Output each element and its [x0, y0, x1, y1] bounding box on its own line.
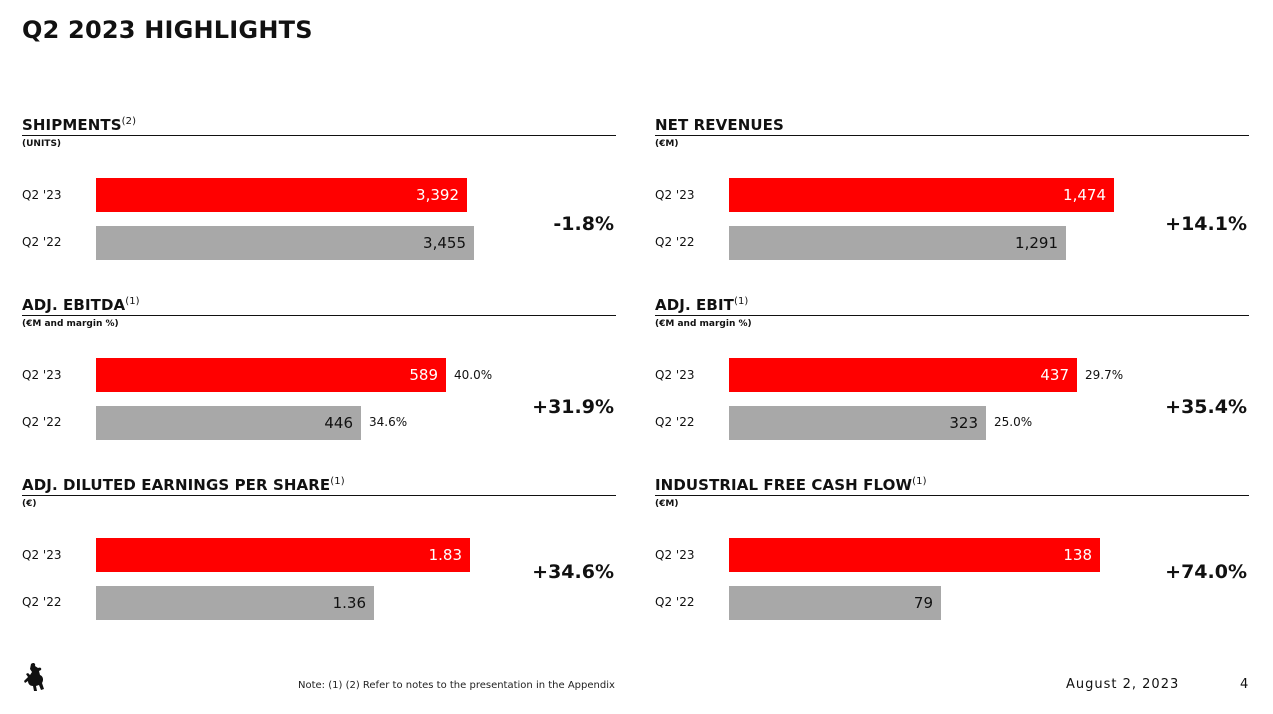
- chart-title-footnote-ref: (1): [733, 296, 749, 307]
- panel-industrial-fcf: INDUSTRIAL FREE CASH FLOW(1) (€M) Q2 '23 13…: [655, 476, 1249, 634]
- page-number: 4: [1240, 677, 1249, 692]
- page-title: Q2 2023 HIGHLIGHTS: [22, 16, 313, 44]
- chart-title-text: ADJ. EBIT: [655, 296, 734, 314]
- category-label: Q2 '22: [655, 235, 695, 249]
- chart-title-text: ADJ. DILUTED EARNINGS PER SHARE: [22, 476, 331, 494]
- panel-net-revenues: NET REVENUES (€M) Q2 '23 1,474 Q2 '22 1,291 +1…: [655, 116, 1249, 274]
- title-divider: [22, 315, 616, 316]
- chart-title-industrial-fcf: INDUSTRIAL FREE CASH FLOW(1): [655, 476, 1249, 494]
- bar-prior-period: 1.36: [96, 586, 374, 620]
- change-percent: +14.1%: [1165, 213, 1247, 235]
- data-label: 138: [1063, 546, 1092, 564]
- category-label: Q2 '22: [22, 595, 62, 609]
- chart-title-text: ADJ. EBITDA: [22, 296, 126, 314]
- change-percent: +35.4%: [1165, 396, 1247, 418]
- category-label: Q2 '23: [655, 368, 695, 382]
- bar-current-period: 589: [96, 358, 446, 392]
- prancing-horse-icon: [24, 662, 44, 691]
- panel-adj-diluted-eps: ADJ. DILUTED EARNINGS PER SHARE(1) (€) Q2 …: [22, 476, 616, 634]
- category-label: Q2 '23: [22, 368, 62, 382]
- category-label: Q2 '22: [22, 235, 62, 249]
- category-label: Q2 '23: [22, 548, 62, 562]
- change-percent: +34.6%: [532, 561, 614, 583]
- chart-unit-label: (€M): [655, 499, 679, 509]
- chart-unit-label: (€): [22, 499, 37, 509]
- chart-title-shipments: SHIPMENTS(2): [22, 116, 616, 134]
- title-divider: [22, 135, 616, 136]
- category-label: Q2 '23: [22, 188, 62, 202]
- change-percent: +74.0%: [1165, 561, 1247, 583]
- bar-current-period: 437: [729, 358, 1077, 392]
- margin-label: 40.0%: [454, 368, 493, 382]
- chart-title-net-revenues: NET REVENUES: [655, 116, 1249, 134]
- data-label: 1,291: [1015, 234, 1058, 252]
- panel-adj-ebitda: ADJ. EBITDA(1) (€M and margin %) Q2 '23 589…: [22, 296, 616, 454]
- chart-title-text: SHIPMENTS: [22, 116, 122, 134]
- chart-title-adj-diluted-eps: ADJ. DILUTED EARNINGS PER SHARE(1): [22, 476, 616, 494]
- category-label: Q2 '22: [655, 415, 695, 429]
- chart-title-footnote-ref: (2): [121, 116, 137, 127]
- data-label: 3,455: [423, 234, 466, 252]
- bar-prior-period: 3,455: [96, 226, 474, 260]
- bar-current-period: 1.83: [96, 538, 470, 572]
- change-percent: -1.8%: [553, 213, 614, 235]
- chart-title-text: NET REVENUES: [655, 116, 784, 134]
- data-label: 323: [949, 414, 978, 432]
- data-label: 3,392: [416, 186, 459, 204]
- chart-title-footnote-ref: (1): [330, 476, 345, 487]
- chart-title-text: INDUSTRIAL FREE CASH FLOW: [655, 476, 913, 494]
- bar-current-period: 1,474: [729, 178, 1114, 212]
- category-label: Q2 '22: [22, 415, 62, 429]
- title-divider: [655, 495, 1249, 496]
- bar-current-period: 138: [729, 538, 1100, 572]
- bar-prior-period: 446: [96, 406, 361, 440]
- panel-adj-ebit: ADJ. EBIT(1) (€M and margin %) Q2 '23 437 29…: [655, 296, 1249, 454]
- bar-prior-period: 323: [729, 406, 986, 440]
- title-divider: [22, 495, 616, 496]
- presentation-date: August 2, 2023: [1066, 677, 1180, 692]
- chart-title-adj-ebit: ADJ. EBIT(1): [655, 296, 1249, 314]
- chart-title-adj-ebitda: ADJ. EBITDA(1): [22, 296, 616, 314]
- chart-unit-label: (UNITS): [22, 139, 62, 149]
- chart-title-footnote-ref: (1): [912, 476, 927, 487]
- margin-label: 25.0%: [994, 415, 1033, 429]
- category-label: Q2 '22: [655, 595, 695, 609]
- margin-label: 29.7%: [1085, 368, 1124, 382]
- bar-prior-period: 79: [729, 586, 941, 620]
- chart-unit-label: (€M and margin %): [22, 319, 119, 329]
- category-label: Q2 '23: [655, 188, 695, 202]
- data-label: 437: [1040, 366, 1069, 384]
- chart-unit-label: (€M): [655, 139, 679, 149]
- data-label: 589: [409, 366, 438, 384]
- data-label: 79: [913, 594, 933, 612]
- title-divider: [655, 135, 1249, 136]
- data-label: 1.36: [332, 594, 366, 612]
- footnote: Note: (1) (2) Refer to notes to the pres…: [298, 680, 615, 691]
- category-label: Q2 '23: [655, 548, 695, 562]
- change-percent: +31.9%: [532, 396, 614, 418]
- data-label: 446: [324, 414, 353, 432]
- margin-label: 34.6%: [369, 415, 408, 429]
- data-label: 1.83: [428, 546, 462, 564]
- data-label: 1,474: [1063, 186, 1106, 204]
- bar-prior-period: 1,291: [729, 226, 1066, 260]
- chart-unit-label: (€M and margin %): [655, 319, 752, 329]
- panel-shipments: SHIPMENTS(2) (UNITS) Q2 '23 3,392 Q2 '22 3,45…: [22, 116, 616, 274]
- bar-current-period: 3,392: [96, 178, 467, 212]
- chart-title-footnote-ref: (1): [125, 296, 140, 307]
- title-divider: [655, 315, 1249, 316]
